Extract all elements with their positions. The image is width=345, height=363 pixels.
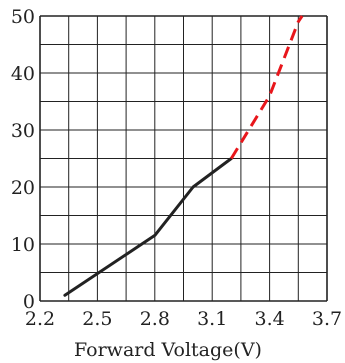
series-line-dashed xyxy=(230,15,304,160)
x-tick-label: 3.1 xyxy=(197,308,227,330)
series-line-solid xyxy=(63,157,233,297)
x-tick-label: 2.8 xyxy=(140,308,170,330)
y-tick-label: 0 xyxy=(23,291,35,313)
grid xyxy=(39,15,328,302)
x-tick-label: 2.2 xyxy=(25,308,55,330)
x-tick-label: 3.4 xyxy=(254,308,284,330)
tick-labels: 0 10 20 30 40 50 2.2 2.5 2.8 3.1 3.4 3.7 xyxy=(11,6,342,330)
y-tick-label: 20 xyxy=(11,177,35,199)
y-tick-label: 50 xyxy=(11,6,35,28)
x-tick-label: 3.7 xyxy=(312,308,342,330)
x-axis-title: Forward Voltage(V) xyxy=(74,339,262,361)
series-layer xyxy=(63,15,304,297)
y-tick-label: 30 xyxy=(11,120,35,142)
y-tick-label: 40 xyxy=(11,63,35,85)
x-tick-label: 2.5 xyxy=(82,308,112,330)
y-tick-label: 10 xyxy=(11,234,35,256)
